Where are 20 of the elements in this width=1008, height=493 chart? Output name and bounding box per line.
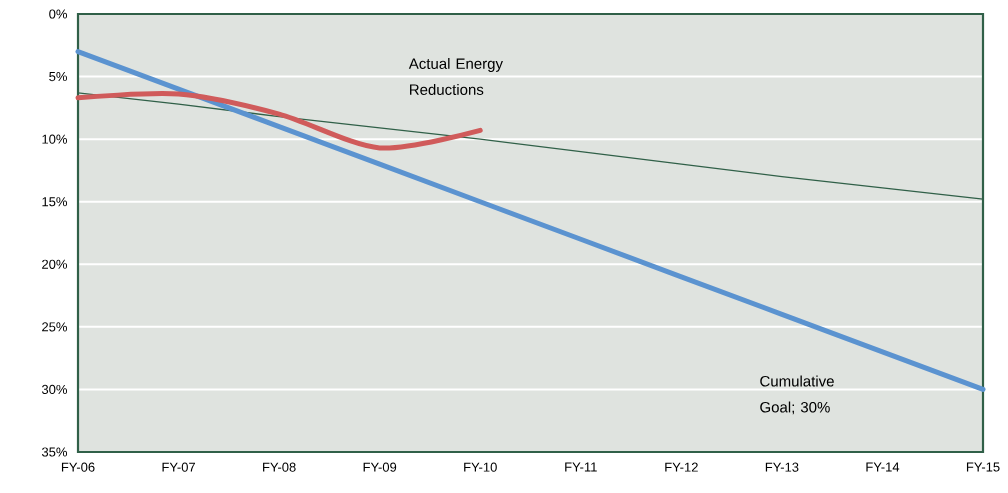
x-tick-label: FY-15 (966, 462, 1000, 472)
y-tick-label: 15% (42, 197, 67, 207)
y-tick-label: 10% (42, 134, 67, 144)
x-tick-label: FY-14 (866, 462, 900, 472)
y-tick-label: 5% (49, 72, 67, 82)
x-tick-label: FY-07 (162, 462, 196, 472)
x-tick-label: FY-08 (263, 462, 296, 472)
x-tick-label: FY-09 (363, 462, 397, 472)
x-tick-label: FY-11 (565, 462, 597, 472)
y-tick-label: 0% (49, 9, 67, 19)
y-tick-label: 20% (42, 259, 67, 269)
x-tick-label: FY-06 (61, 462, 95, 472)
x-tick-label: FY-13 (765, 462, 799, 472)
x-tick-label: FY-10 (464, 462, 497, 472)
y-tick-label: 35% (41, 447, 67, 457)
x-tick-label: FY-12 (665, 462, 698, 472)
y-tick-label: 30% (41, 384, 67, 395)
annotation: Actual Energy Reductions (408, 57, 503, 95)
y-tick-label: 25% (42, 322, 67, 332)
annotation: Cumulative Goal; 30% (760, 375, 834, 415)
